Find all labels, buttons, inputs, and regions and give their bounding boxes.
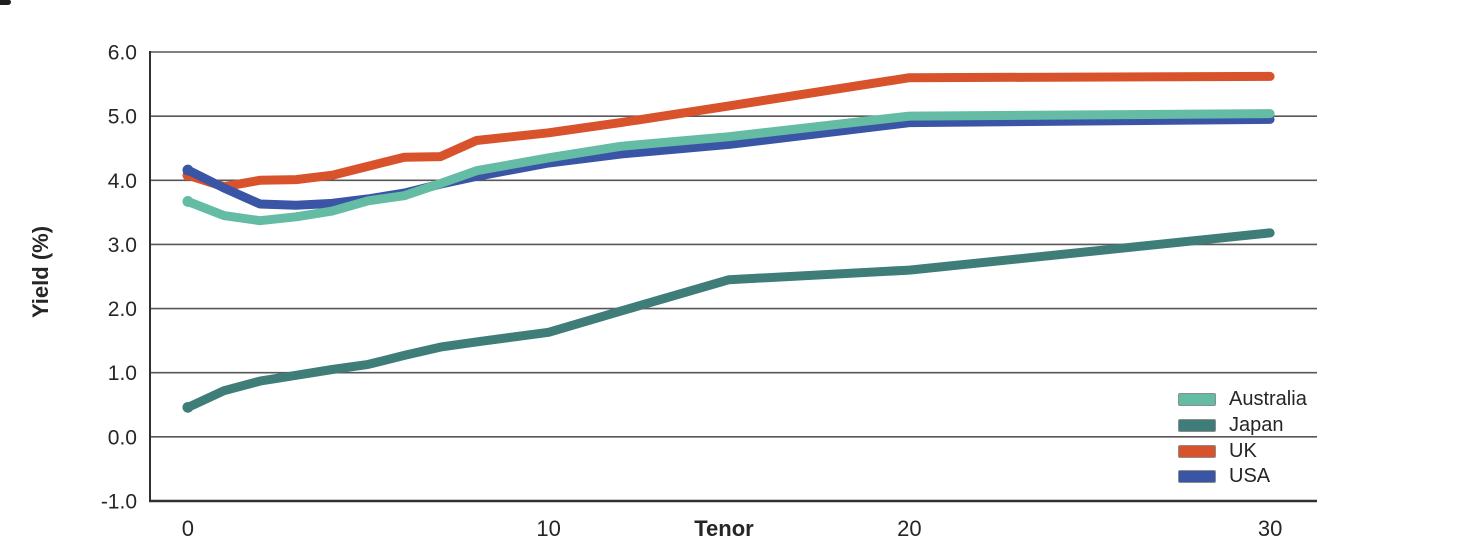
y-axis-title: Yield (%) xyxy=(28,226,53,318)
legend-swatch-australia xyxy=(1178,393,1216,407)
x-tick-label-30: 30 xyxy=(1258,516,1282,541)
x-axis-title: Tenor xyxy=(694,516,754,541)
x-tick-label-20: 20 xyxy=(897,516,921,541)
legend-swatch-japan xyxy=(1178,419,1216,433)
series-line-australia xyxy=(183,109,1275,226)
series-start-marker-japan xyxy=(182,401,194,413)
series-line-japan xyxy=(183,228,1275,412)
legend-swatch-uk xyxy=(1178,444,1216,458)
legend-label-usa: USA xyxy=(1229,465,1271,488)
x-tick-label-0: 0 xyxy=(182,516,194,541)
y-tick-label-3.0: 3.0 xyxy=(108,234,137,257)
series-start-marker-australia xyxy=(182,196,194,207)
series-line-uk xyxy=(183,71,1275,192)
corner-artifact xyxy=(0,0,11,5)
legend-item-japan: Japan xyxy=(1178,413,1307,439)
legend-label-uk: UK xyxy=(1229,439,1257,462)
legend-item-australia: Australia xyxy=(1178,387,1307,413)
y-tick-label-6.0: 6.0 xyxy=(108,42,137,65)
y-tick-label-5.0: 5.0 xyxy=(108,106,137,129)
legend-label-australia: Australia xyxy=(1229,388,1307,411)
y-tick-label-1.0: 1.0 xyxy=(108,362,137,385)
legend-label-japan: Japan xyxy=(1229,414,1284,437)
x-tick-label-10: 10 xyxy=(536,516,560,541)
y-tick-label-4.0: 4.0 xyxy=(108,170,137,193)
legend-swatch-usa xyxy=(1178,470,1216,484)
y-tick-label--1.0: -1.0 xyxy=(101,491,137,514)
y-tick-label-0.0: 0.0 xyxy=(108,426,137,449)
y-tick-label-2.0: 2.0 xyxy=(108,298,137,321)
x-tick-labels: 0 10 20 30 xyxy=(182,516,1283,541)
series-lines xyxy=(182,71,1275,413)
legend-item-uk: UK xyxy=(1178,438,1307,464)
legend: Australia Japan UK USA xyxy=(1178,387,1307,490)
series-start-marker-usa xyxy=(182,164,194,176)
y-tick-labels: 6.0 5.0 4.0 3.0 2.0 1.0 0.0 -1.0 xyxy=(101,42,137,514)
legend-item-usa: USA xyxy=(1178,464,1307,490)
axis-spines xyxy=(149,51,1317,503)
